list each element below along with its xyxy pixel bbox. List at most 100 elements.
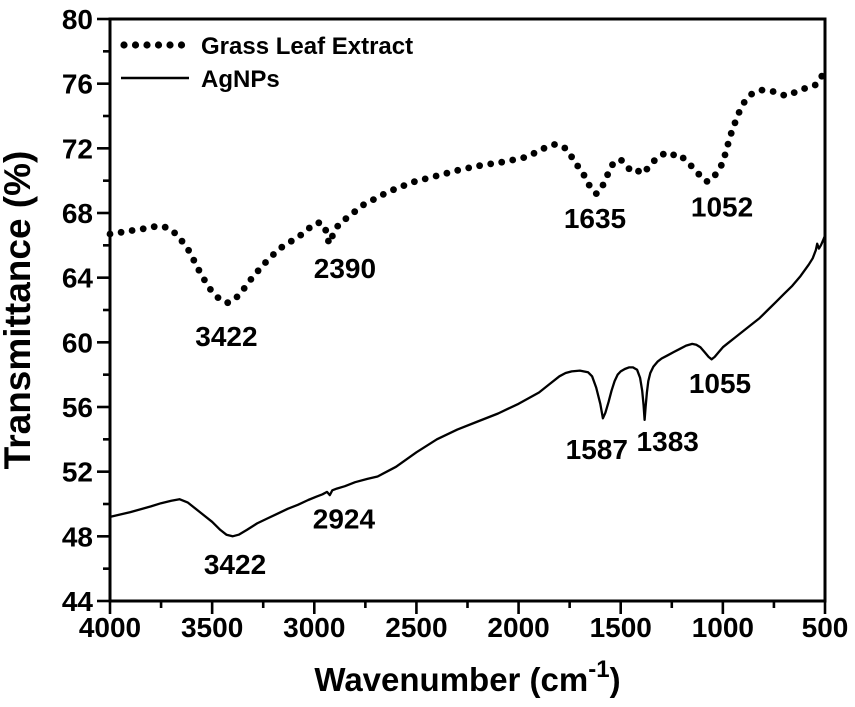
series-dot-extract [454,166,462,174]
series-dot-extract [254,267,262,275]
series-dot-extract [465,164,473,172]
x-tick-label: 2500 [385,612,447,643]
series-dot-extract [574,162,582,170]
series-dot-extract [443,169,451,177]
series-dot-extract [390,186,397,194]
peak-label-1052: 1052 [691,192,753,223]
series-dot-extract [643,165,651,173]
y-tick-label: 44 [62,586,94,617]
series-dot-extract [240,285,248,292]
y-tick-label: 72 [62,133,93,164]
series-dot-extract [287,237,295,245]
series-dot-extract [520,154,528,162]
y-tick-label: 60 [62,327,93,358]
series-dot-extract [561,144,569,152]
series-dot-extract [106,230,114,238]
series-dot-extract [721,151,729,159]
y-tick-label: 68 [62,198,93,229]
series-dot-extract [818,72,826,80]
series-dot-extract [731,119,739,127]
series-dot-extract [411,178,418,186]
series-dot-extract [551,141,558,148]
series-dot-extract [625,165,633,173]
peak-label-1383: 1383 [637,426,699,457]
series-dot-extract [161,223,169,231]
series-dot-extract [711,171,719,179]
series-dot-extract [769,88,777,95]
series-dot-extract [530,149,538,157]
series-dot-extract [322,226,330,234]
series-dot-extract [400,182,408,190]
peak-label-1587: 1587 [566,434,628,465]
series-dot-extract [635,167,642,175]
series-dot-extract [150,223,158,231]
series-dot-extract [185,246,193,254]
series-dot-extract [568,153,575,161]
series-dot-extract [262,259,269,266]
y-tick-label: 48 [62,521,93,552]
series-dot-extract [801,85,808,92]
series-dot-extract [717,161,725,169]
peak-label-2924: 2924 [313,504,376,535]
series-dot-extract [342,215,350,223]
series-dot-extract [695,170,703,178]
series-dot-extract [703,178,711,185]
series-dot-extract [214,294,222,301]
legend-marker-dotted [166,41,174,49]
series-dot-extract [585,181,593,189]
series-dot-extract [325,237,332,245]
series-dot-extract [724,140,732,148]
series-dot-extract [540,144,548,152]
series-dot-extract [659,150,667,158]
series-dot-extract [735,109,743,116]
series-dot-extract [247,276,255,283]
legend-marker-dotted [131,41,140,49]
x-tick-label: 3000 [283,612,345,643]
series-dot-extract [487,160,495,168]
peak-label-1055: 1055 [689,368,751,399]
series-dot-extract [233,293,241,301]
series-dot-extract [351,208,359,216]
x-tick-label: 500 [802,612,849,643]
series-dot-extract [498,158,506,166]
series-dot-extract [421,175,429,183]
series-dot-extract [509,156,517,164]
series-dot-extract [315,219,323,227]
series-dot-extract [370,196,377,204]
x-axis-title: Wavenumber (cm-1) [314,656,620,698]
series-dot-extract [780,91,788,99]
y-tick-label: 56 [62,392,93,423]
legend-marker-dotted [177,41,186,49]
y-axis-title: Transmittance (%) [0,151,38,470]
legend-marker-dotted [154,41,163,49]
series-dot-extract [679,154,687,162]
series-dot-extract [305,224,313,232]
x-tick-label: 1000 [692,612,754,643]
series-dot-extract [117,228,125,236]
series-dot-extract [201,276,208,284]
series-dot-extract [139,225,147,233]
plot-frame [108,17,827,603]
series-dot-extract [190,256,198,264]
legend-marker-dotted [120,41,128,49]
series-dot-extract [171,229,179,237]
series-dot-extract [334,222,342,230]
series-dot-extract [329,232,336,240]
legend-marker-dotted [143,41,151,49]
series-dot-extract [727,129,735,137]
series-dot-extract [748,90,755,98]
legend-label: Grass Leaf Extract [201,33,413,60]
series-dot-extract [580,171,588,179]
series-dot-extract [128,227,136,234]
series-dot-extract [599,181,607,189]
peak-label-3422: 3422 [204,549,266,580]
legend-label: AgNPs [201,66,280,93]
peak-label-1635: 1635 [564,203,626,234]
peak-label-3422: 3422 [195,321,257,352]
x-tick-label: 2000 [487,612,549,643]
series-dot-extract [476,162,483,170]
x-tick-label: 3500 [181,612,243,643]
series-dot-extract [195,266,203,274]
x-tick-label: 4000 [79,612,141,643]
